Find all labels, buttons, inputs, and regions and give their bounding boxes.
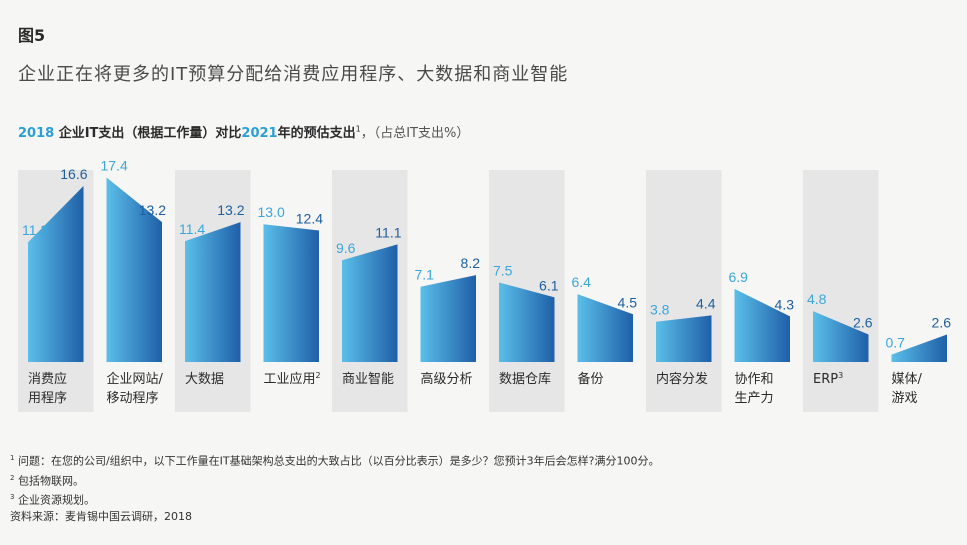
bar — [656, 315, 712, 362]
category-label: 商业智能 — [342, 372, 394, 387]
category-label: 移动程序 — [107, 391, 159, 406]
figure-label: 图5 — [18, 26, 46, 45]
data-label-2018: 7.1 — [415, 267, 435, 283]
data-label-2018: 9.6 — [336, 240, 356, 256]
category-label: 协作和 — [735, 372, 774, 387]
data-label-2018: 11.4 — [179, 221, 205, 237]
subtitle-text-2: 年的预估支出 — [277, 126, 356, 141]
data-label-2018: 3.8 — [650, 302, 670, 318]
data-label-2021: 12.4 — [296, 211, 323, 227]
bar — [813, 311, 869, 362]
data-label-2018: 4.8 — [807, 291, 827, 307]
bar — [342, 244, 398, 362]
data-label-2018: 6.9 — [729, 269, 749, 285]
data-label-2021: 4.3 — [775, 296, 795, 312]
category-label: 用程序 — [28, 391, 67, 406]
column-panel — [803, 170, 879, 412]
data-label-2021: 13.2 — [139, 202, 166, 218]
subtitle-unit: ，（占总IT支出%） — [360, 126, 470, 141]
bar — [577, 294, 633, 362]
data-label-2021: 2.6 — [853, 314, 873, 330]
category-label: 生产力 — [735, 391, 774, 406]
bar — [499, 282, 555, 362]
subtitle-year-2018: 2018 — [18, 126, 55, 141]
figure-title: 企业正在将更多的IT预算分配给消费应用程序、大数据和商业智能 — [18, 64, 569, 85]
data-label-2018: 13.0 — [258, 204, 285, 220]
source-note: 资料来源：麦肯锡中国云调研，2018 — [10, 509, 192, 523]
data-label-2018: 7.5 — [493, 263, 513, 279]
chart-subtitle: 2018 企业IT支出（根据工作量）对比2021年的预估支出1，（占总IT支出%… — [18, 122, 469, 141]
bar — [28, 186, 84, 362]
subtitle-text-1: 企业IT支出（根据工作量）对比 — [54, 126, 242, 141]
bar — [734, 288, 790, 362]
data-label-2018: 11.3 — [22, 222, 48, 238]
footnotes: 1 问题：在您的公司/组织中，以下工作量在IT基础架构总支出的大致占比（以百分比… — [10, 450, 659, 525]
subtitle-year-2021: 2021 — [241, 126, 278, 141]
data-label-2021: 4.5 — [618, 294, 638, 310]
category-label: 媒体/ — [892, 372, 923, 387]
category-label: ERP3 — [813, 371, 843, 387]
data-label-2021: 2.6 — [932, 314, 952, 330]
footnote-3: 3 企业资源规划。 — [10, 493, 95, 507]
data-label-2018: 17.4 — [101, 158, 128, 174]
data-label-2021: 13.2 — [217, 202, 244, 218]
data-label-2021: 4.4 — [696, 295, 716, 311]
category-label: 内容分发 — [656, 371, 708, 387]
category-label: 游戏 — [892, 391, 918, 406]
data-label-2021: 6.1 — [539, 277, 559, 293]
category-label: 企业网站/ — [107, 371, 164, 387]
bar — [106, 177, 162, 362]
footnote-1: 1 问题：在您的公司/组织中，以下工作量在IT基础架构总支出的大致占比（以百分比… — [10, 454, 660, 468]
column-panel — [646, 170, 722, 412]
footnote-2: 2 包括物联网。 — [10, 473, 84, 488]
data-label-2021: 16.6 — [60, 166, 87, 182]
bar — [263, 224, 319, 362]
category-label: 工业应用2 — [264, 371, 321, 387]
category-footnote-mark: 2 — [316, 371, 321, 380]
category-label: 数据仓库 — [499, 371, 551, 387]
subtitle-footnote-mark: 1 — [355, 124, 361, 134]
category-label: 消费应 — [28, 371, 67, 387]
bar — [420, 275, 476, 362]
bar — [185, 222, 241, 362]
data-label-2021: 11.1 — [375, 224, 401, 240]
category-label: 大数据 — [185, 372, 224, 387]
data-label-2018: 0.7 — [886, 335, 906, 351]
data-label-2021: 8.2 — [461, 255, 481, 271]
bar — [891, 334, 947, 362]
category-label: 备份 — [578, 371, 604, 387]
data-label-2018: 6.4 — [572, 274, 592, 290]
category-label: 高级分析 — [421, 371, 473, 387]
category-footnote-mark: 3 — [838, 371, 843, 380]
